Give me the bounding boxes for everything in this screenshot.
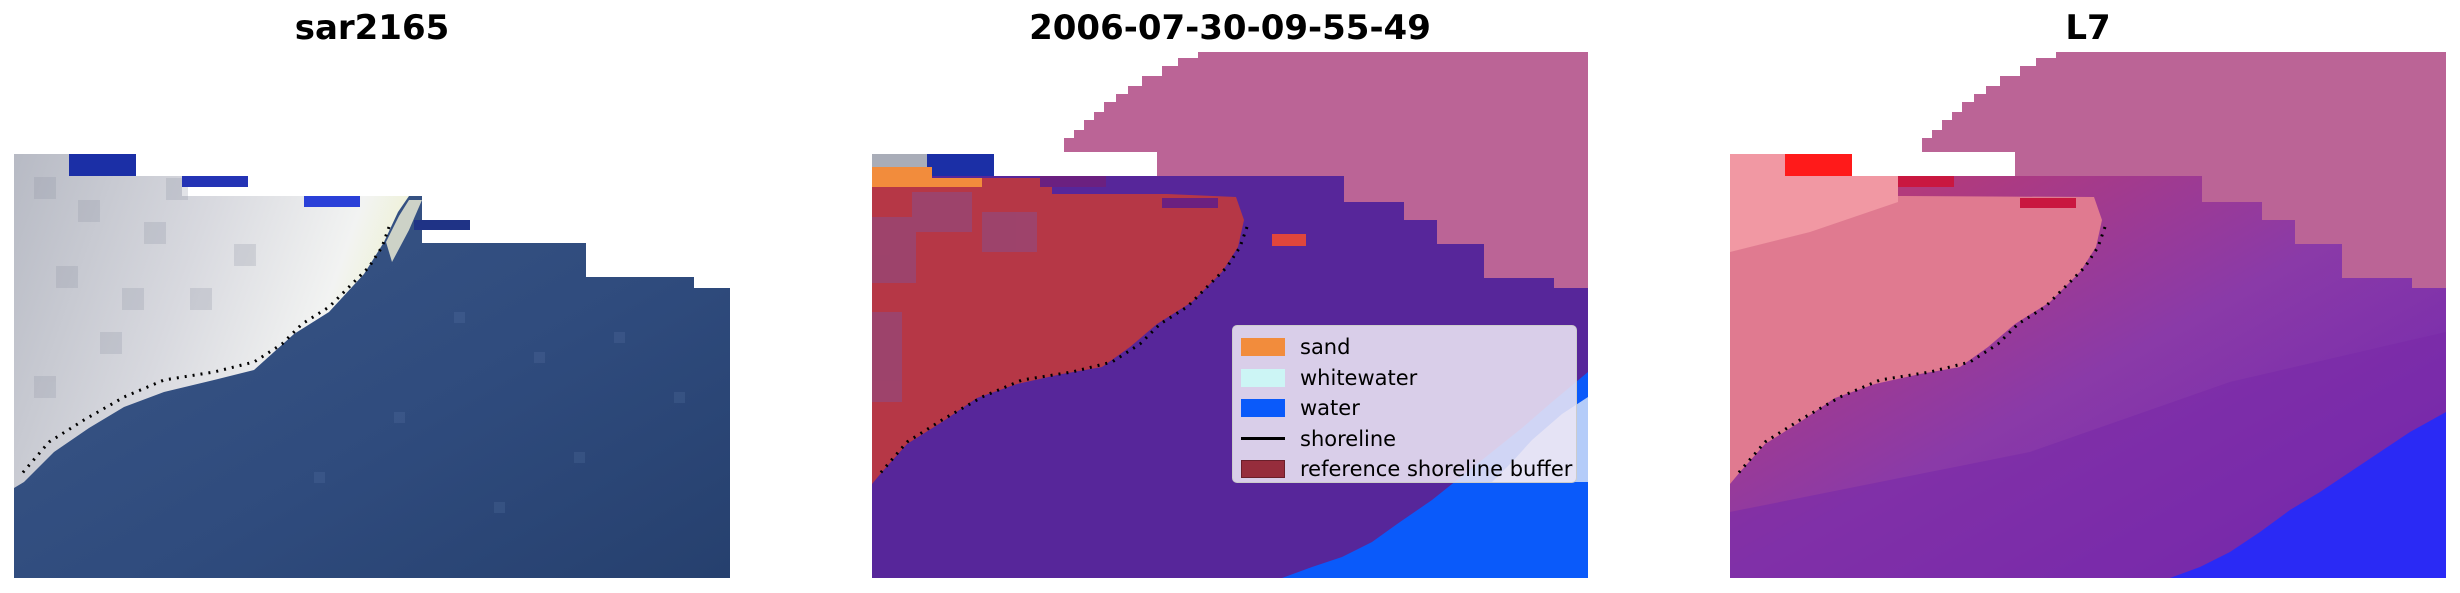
water-class <box>1282 372 1588 578</box>
legend-item-sand: sand <box>1241 332 1566 363</box>
red-strip <box>2020 198 2076 208</box>
blue-strip <box>414 220 470 230</box>
legend: sand whitewater water shoreline referenc… <box>1232 325 1577 483</box>
legend-label: water <box>1300 396 1360 421</box>
sand-swatch <box>1241 338 1285 357</box>
legend-label: whitewater <box>1300 365 1418 390</box>
blue-strip <box>69 154 136 176</box>
legend-label: reference shoreline buffer <box>1300 457 1573 482</box>
red-strip <box>1898 176 1954 187</box>
blue-strip <box>304 196 360 207</box>
reference-shoreline-buffer <box>872 176 1244 484</box>
legend-label: sand <box>1300 335 1351 360</box>
panel-title-sar2165: sar2165 <box>294 8 450 48</box>
panel-title-l7: L7 <box>2065 8 2111 48</box>
shoreline <box>875 226 1249 478</box>
no-data-region <box>1922 52 2446 288</box>
legend-item-shoreline: shoreline <box>1241 424 1566 455</box>
l7-index-map <box>1730 52 2446 578</box>
water-swatch <box>1241 399 1285 418</box>
red-strip <box>1785 154 1852 176</box>
legend-label: shoreline <box>1300 426 1397 451</box>
shoreline-swatch <box>1241 437 1285 441</box>
whitewater-swatch <box>1241 368 1285 387</box>
pink-land <box>1730 154 2102 484</box>
legend-item-buffer: reference shoreline buffer <box>1241 454 1572 485</box>
rgb-satellite-image <box>14 154 730 578</box>
legend-item-whitewater: whitewater <box>1241 363 1566 394</box>
sand-class <box>872 167 982 187</box>
surf-zone <box>14 154 409 488</box>
shoreline <box>1733 226 2107 478</box>
blue-water <box>2170 412 2446 578</box>
panel-title-date: 2006-07-30-09-55-49 <box>1029 8 1431 48</box>
blue-strip <box>182 176 248 187</box>
shoreline <box>17 226 391 478</box>
no-data-region <box>1064 52 1588 288</box>
classification-map <box>872 52 1588 578</box>
buffer-swatch <box>1241 460 1285 479</box>
legend-item-water: water <box>1241 393 1566 424</box>
